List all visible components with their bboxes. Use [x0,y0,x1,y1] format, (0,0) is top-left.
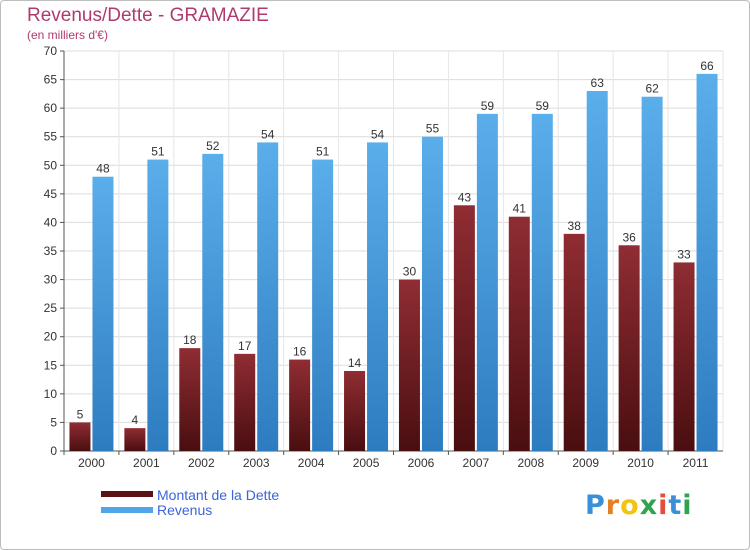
data-label: 54 [371,127,385,141]
x-tick-label: 2010 [627,456,654,470]
chart-title: Revenus/Dette - GRAMAZIE [27,5,269,26]
y-tick-label: 20 [44,330,58,344]
bar-debt [398,279,420,451]
data-label: 17 [238,339,252,353]
x-tick-label: 2003 [243,456,270,470]
y-tick-label: 10 [44,387,58,401]
bar-revenus [421,136,443,451]
y-tick-label: 65 [44,73,58,87]
y-tick-label: 40 [44,215,58,229]
bar-revenus [367,142,389,451]
bar-revenus [92,176,114,451]
data-label: 66 [700,59,714,73]
data-label: 63 [591,76,605,90]
y-tick-label: 15 [44,358,58,372]
logo-letter: o [620,490,640,521]
bar-debt [508,216,530,451]
bar-revenus [202,153,224,451]
bar-debt [289,359,311,451]
data-label: 4 [132,413,139,427]
data-label: 62 [645,82,659,96]
logo-letter: t [668,490,683,521]
bar-revenus [641,96,663,451]
bar-debt [618,245,640,451]
y-tick-label: 30 [44,273,58,287]
data-label: 41 [513,202,527,216]
bar-revenus [476,113,498,451]
y-tick-label: 45 [44,187,58,201]
bar-debt [69,422,91,451]
data-label: 51 [151,145,165,159]
legend-label-revenus: Revenus [157,502,213,518]
y-tick-label: 60 [44,101,58,115]
bar-revenus [586,91,608,451]
bar-revenus [147,159,169,452]
x-tick-label: 2008 [517,456,544,470]
data-label: 18 [183,333,197,347]
data-label: 59 [536,99,550,113]
logo-letter: x [639,490,659,521]
logo-letter: i [658,490,669,521]
data-label: 54 [261,127,275,141]
x-tick-label: 2001 [133,456,160,470]
bar-revenus [531,113,553,451]
data-label: 55 [426,122,440,136]
x-tick-label: 2006 [408,456,435,470]
bar-revenus [312,159,334,452]
data-label: 33 [677,247,691,261]
data-label: 16 [293,345,307,359]
x-tick-label: 2002 [188,456,215,470]
bar-revenus [257,142,279,451]
x-tick-label: 2000 [78,456,105,470]
logo-letter: r [605,490,621,521]
bar-debt [234,353,256,451]
data-label: 59 [481,99,495,113]
bar-debt [453,205,475,451]
x-tick-label: 2004 [298,456,325,470]
y-tick-label: 55 [44,130,58,144]
bar-debt [563,233,585,451]
grid-lines [63,50,724,452]
data-label: 36 [622,230,636,244]
x-tick-label: 2009 [572,456,599,470]
bar-debt [344,371,366,451]
data-label: 52 [206,139,220,153]
data-label: 30 [403,265,417,279]
legend-label-debt: Montant de la Dette [157,487,280,503]
y-tick-label: 25 [44,301,58,315]
bar-revenus [696,73,718,451]
legend-swatch-revenus [101,507,153,513]
bars [69,73,718,452]
legend-swatch-debt [101,491,153,497]
y-tick-label: 50 [44,158,58,172]
data-label: 14 [348,356,362,370]
x-tick-label: 2007 [463,456,490,470]
bar-debt [124,428,146,451]
data-label: 51 [316,145,330,159]
data-label: 43 [458,190,472,204]
data-label: 48 [96,162,110,176]
y-tick-label: 5 [50,415,57,429]
y-tick-label: 35 [44,244,58,258]
x-tick-label: 2005 [353,456,380,470]
data-label: 38 [568,219,582,233]
bar-debt [673,262,695,451]
chart-subtitle: (en milliers d'€) [27,28,108,42]
bar-debt [179,348,201,451]
y-tick-label: 0 [50,444,57,458]
data-labels: 5 48 4 51 18 52 17 54 16 51 14 54 30 55 43 59 41 59 38 63 36… [77,59,714,427]
x-tick-label: 2011 [683,456,709,470]
logo-letter: P [585,490,606,521]
logo-letter: i [682,490,693,521]
proxiti-logo: Proxiti [585,490,693,521]
y-tick-label: 70 [44,44,58,58]
data-label: 5 [77,407,84,421]
